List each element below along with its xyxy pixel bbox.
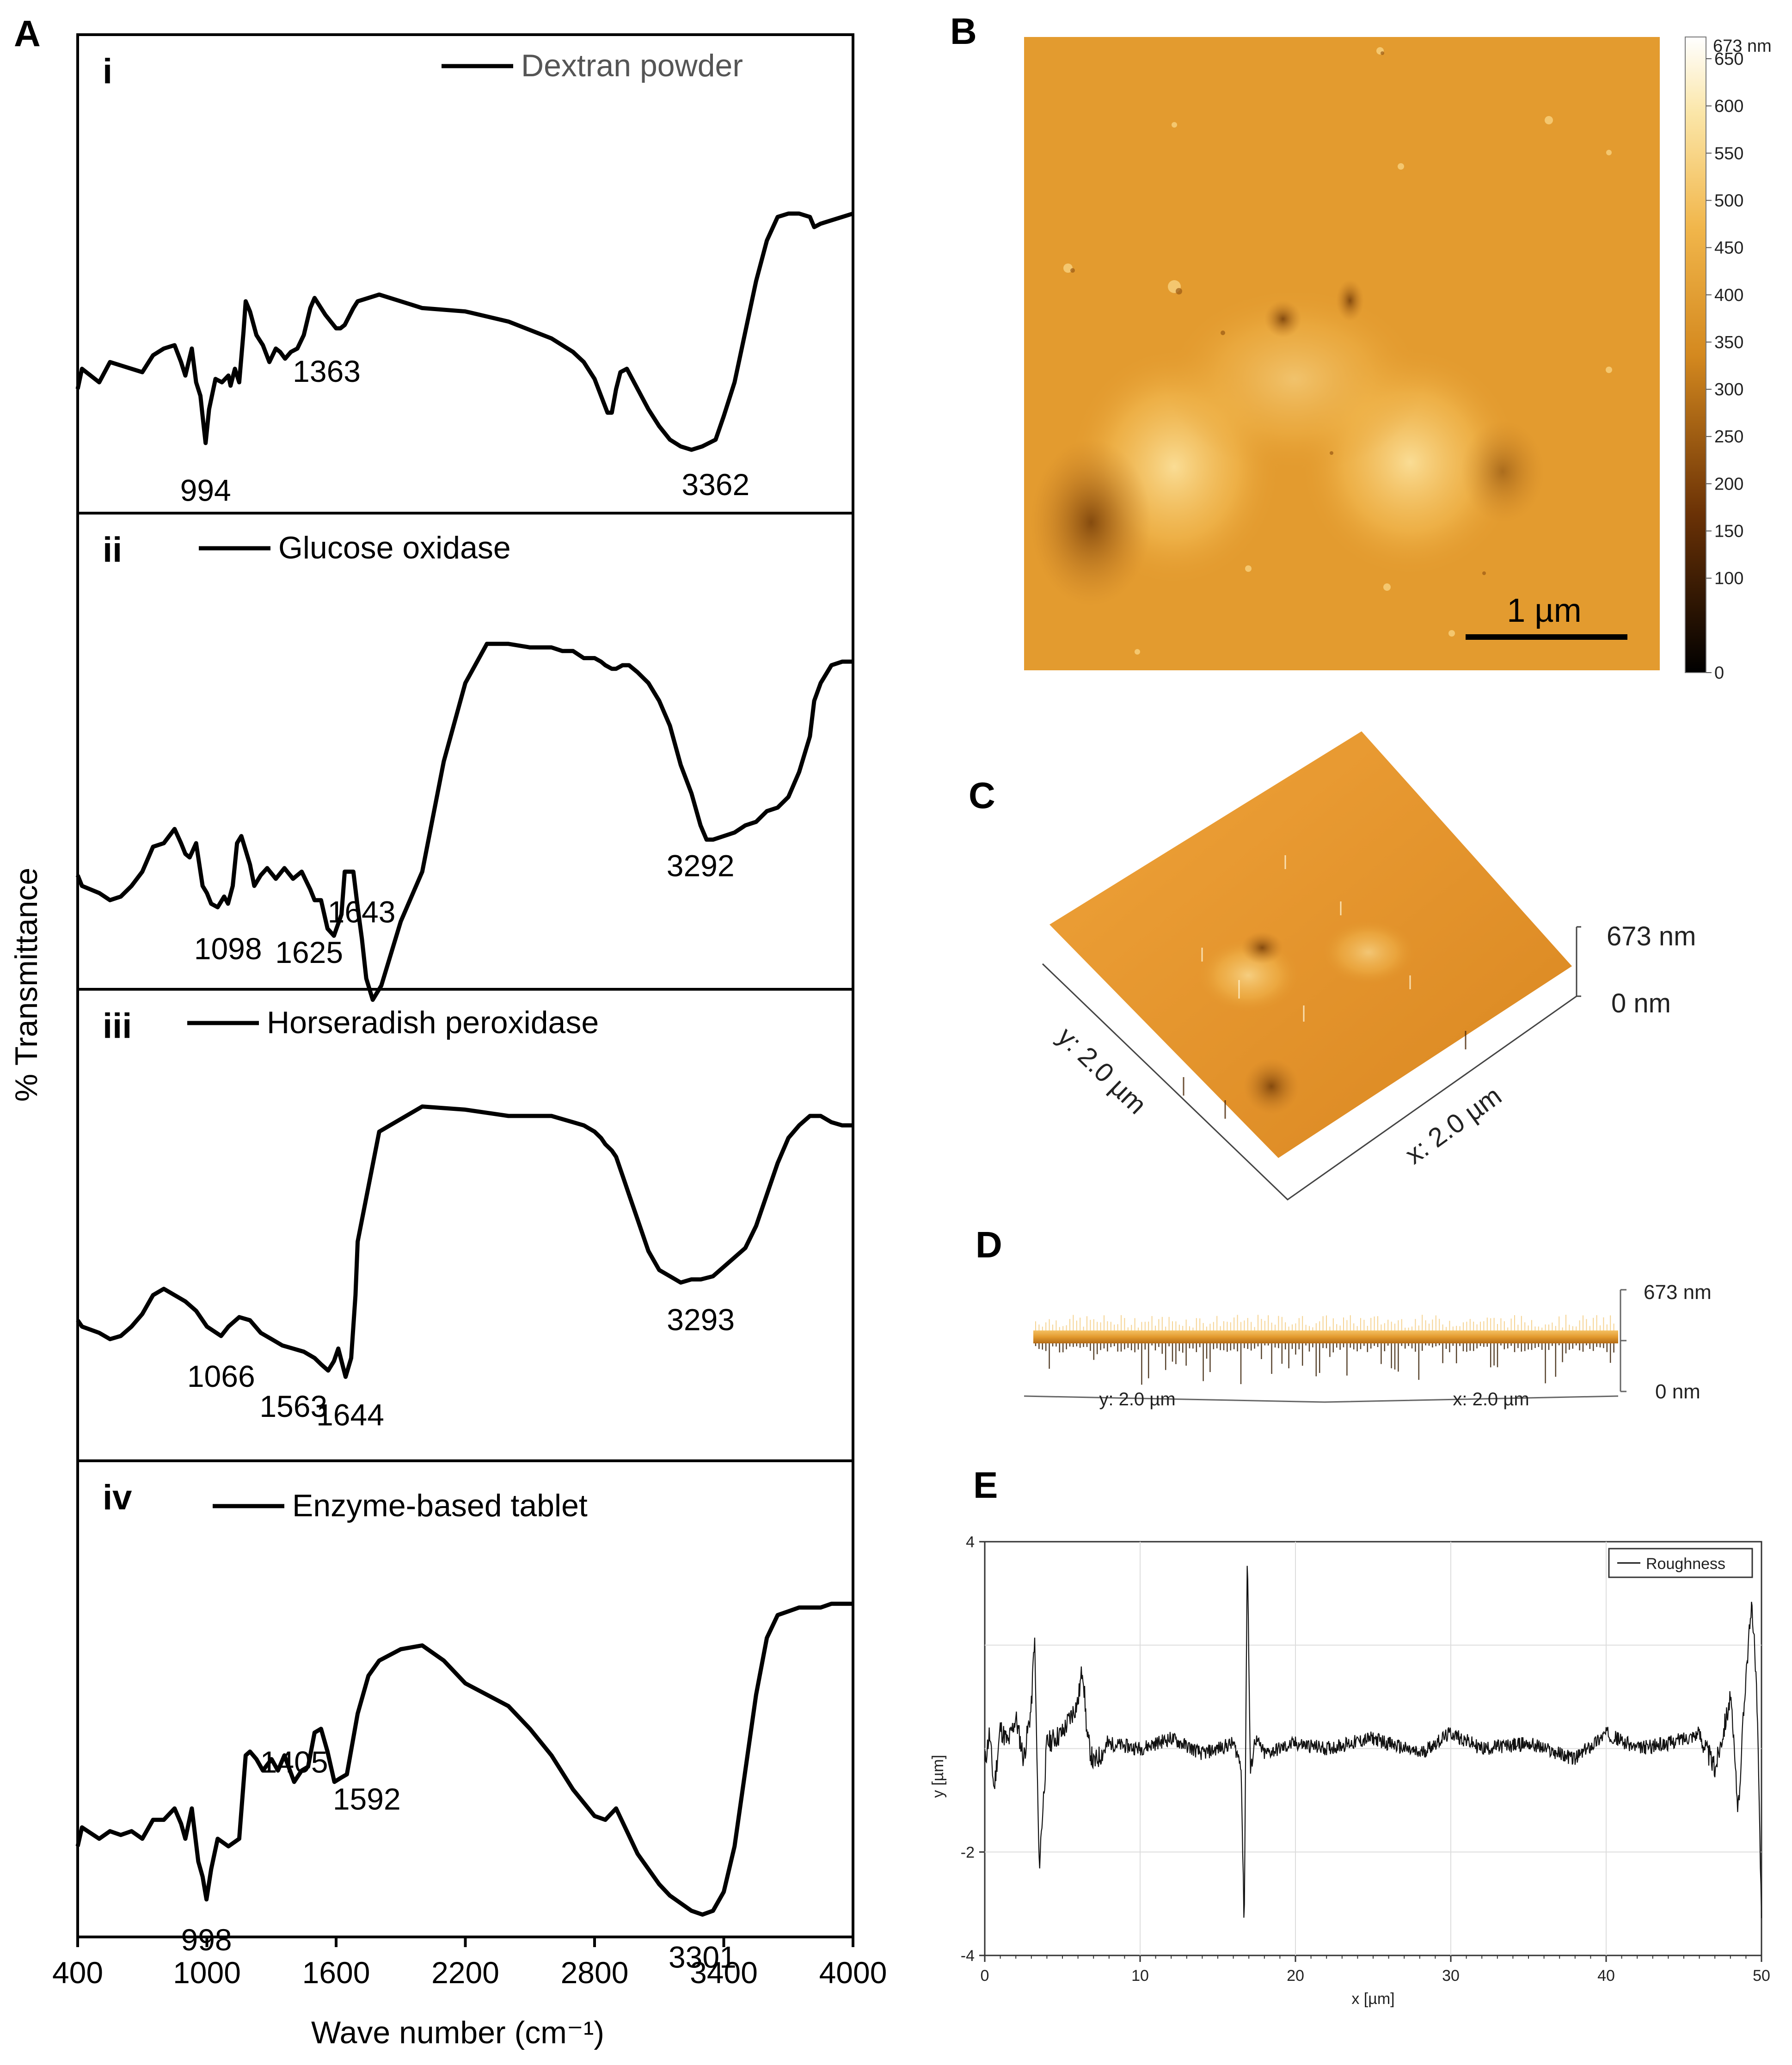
ftir-peak-label: 3293 bbox=[667, 1303, 735, 1337]
ftir-subplot-frame bbox=[76, 512, 854, 991]
ftir-peak-label: 1405 bbox=[260, 1745, 328, 1779]
ftir-x-tick-label: 2200 bbox=[431, 1955, 499, 1990]
afm-color-bar bbox=[1685, 37, 1706, 673]
afm-color-bar-tick-label: 0 bbox=[1714, 663, 1724, 683]
ftir-subplot-numeral: iii bbox=[103, 1006, 132, 1046]
roughness-x-tick-label: 50 bbox=[1753, 1967, 1770, 1985]
ftir-legend-label: Glucose oxidase bbox=[278, 530, 511, 565]
panel-label-d: D bbox=[976, 1224, 1002, 1265]
panel-label-b: B bbox=[950, 11, 977, 52]
ftir-peak-label: 1644 bbox=[316, 1397, 384, 1432]
afm-3d-x-axis-label: x: 2.0 µm bbox=[1399, 1080, 1507, 1170]
roughness-x-tick-label: 40 bbox=[1597, 1967, 1615, 1985]
afm-color-bar-tick-label: 250 bbox=[1714, 427, 1743, 447]
panel-label-c: C bbox=[969, 775, 995, 816]
afm-color-bar-tick-label: 500 bbox=[1714, 191, 1743, 210]
afm-color-bar-tick-label: 300 bbox=[1714, 380, 1743, 399]
afm-scale-bar-label: 1 µm bbox=[1507, 592, 1582, 629]
afm-color-bar-ticks: 650 600 550 500 450 400 350 300 250 200 150 100 0 bbox=[1706, 49, 1743, 683]
ftir-spectrum-line bbox=[75, 642, 853, 1002]
roughness-x-tick-label: 20 bbox=[1287, 1967, 1304, 1985]
ftir-x-tick-label: 3400 bbox=[690, 1955, 758, 1990]
ftir-spectrum-line bbox=[76, 1104, 853, 1379]
afm-side-axes bbox=[1024, 1289, 1626, 1403]
ftir-peak-label: 3362 bbox=[681, 467, 749, 502]
afm-color-bar-tick-label: 100 bbox=[1714, 569, 1743, 588]
ftir-subplot-numeral: i bbox=[103, 52, 112, 91]
roughness-legend-label: Roughness bbox=[1646, 1555, 1725, 1573]
roughness-x-tick-label: 10 bbox=[1131, 1967, 1149, 1985]
roughness-y-axis-label: y [µm] bbox=[929, 1755, 947, 1798]
ftir-peak-label: 994 bbox=[180, 473, 231, 507]
roughness-line bbox=[984, 1566, 1762, 1918]
afm-color-bar-tick-label: 150 bbox=[1714, 522, 1743, 541]
roughness-x-tick-label: 30 bbox=[1442, 1967, 1460, 1985]
afm-color-bar-tick-label: 550 bbox=[1714, 144, 1743, 163]
roughness-y-tick-label: 4 bbox=[966, 1533, 975, 1551]
afm-3d-y-axis-label: y: 2.0 µm bbox=[1052, 1021, 1153, 1120]
ftir-x-tick-label: 2800 bbox=[561, 1955, 629, 1990]
ftir-x-tick-label: 4000 bbox=[819, 1955, 887, 1990]
ftir-spectrum-line bbox=[75, 211, 854, 452]
afm-side-x-axis-label: x: 2.0 µm bbox=[1453, 1389, 1529, 1409]
afm-3d-z-max: 673 nm bbox=[1607, 921, 1696, 951]
ftir-x-tick-label: 1000 bbox=[173, 1955, 241, 1990]
afm-3d-z-min: 0 nm bbox=[1611, 988, 1671, 1018]
afm-3d-surface bbox=[1049, 731, 1572, 1158]
ftir-x-tick-label: 1600 bbox=[302, 1955, 370, 1990]
ftir-y-axis-label: % Transmittance bbox=[9, 868, 44, 1102]
roughness-y-tick-label: -4 bbox=[961, 1947, 975, 1965]
ftir-legend-label: Dextran powder bbox=[521, 48, 743, 83]
ftir-x-tick-label: 400 bbox=[52, 1955, 103, 1990]
ftir-subplot-frame bbox=[76, 1459, 854, 1938]
ftir-chart: i Dextran powder 994 1363 3362 ii Glucose oxid… bbox=[52, 33, 887, 1990]
afm-side-y-axis-label: y: 2.0 µm bbox=[1099, 1389, 1175, 1409]
roughness-x-tick-label: 0 bbox=[981, 1967, 989, 1985]
ftir-subplot-numeral: ii bbox=[103, 530, 122, 570]
afm-color-bar-tick-label: 400 bbox=[1714, 286, 1743, 305]
ftir-subplot-frame bbox=[76, 33, 854, 515]
ftir-peak-label: 1363 bbox=[293, 354, 361, 388]
ftir-peak-label: 1563 bbox=[259, 1389, 327, 1423]
afm-color-bar-tick-label: 200 bbox=[1714, 474, 1743, 494]
ftir-spectrum-line bbox=[75, 1601, 853, 1917]
ftir-peak-label: 1098 bbox=[194, 931, 262, 966]
panel-label-e: E bbox=[973, 1464, 998, 1506]
afm-side-profile bbox=[1033, 1315, 1618, 1385]
ftir-x-axis-label: Wave number (cm⁻¹) bbox=[311, 2015, 604, 2050]
ftir-peak-label: 1592 bbox=[333, 1782, 401, 1816]
ftir-peak-label: 3292 bbox=[667, 849, 735, 883]
afm-color-bar-max: 673 nm bbox=[1713, 37, 1772, 56]
afm-2d-image bbox=[1024, 37, 1660, 670]
afm-color-bar-tick-label: 350 bbox=[1714, 333, 1743, 352]
roughness-x-axis-label: x [µm] bbox=[1351, 1990, 1394, 2008]
afm-3d-axes bbox=[1042, 926, 1581, 1201]
panel-label-a: A bbox=[14, 13, 41, 54]
afm-color-bar-tick-label: 650 bbox=[1714, 49, 1743, 69]
ftir-peak-label: 1625 bbox=[275, 935, 343, 969]
afm-color-bar-tick-label: 600 bbox=[1714, 97, 1743, 116]
ftir-peak-label: 1643 bbox=[328, 895, 396, 929]
roughness-chart: 0 10 20 30 40 50 4 -2 -4 x [µm] y [µm] Roughness bbox=[929, 1533, 1770, 2008]
afm-color-bar-tick-label: 450 bbox=[1714, 239, 1743, 258]
afm-side-z-min: 0 nm bbox=[1655, 1380, 1700, 1403]
ftir-legend-label: Enzyme-based tablet bbox=[292, 1488, 588, 1523]
roughness-y-tick-label: -2 bbox=[961, 1844, 975, 1861]
afm-side-z-max: 673 nm bbox=[1644, 1281, 1712, 1304]
ftir-peak-label: 1066 bbox=[187, 1359, 255, 1393]
ftir-subplot-numeral: iv bbox=[103, 1478, 132, 1517]
ftir-legend-label: Horseradish peroxidase bbox=[267, 1005, 599, 1040]
